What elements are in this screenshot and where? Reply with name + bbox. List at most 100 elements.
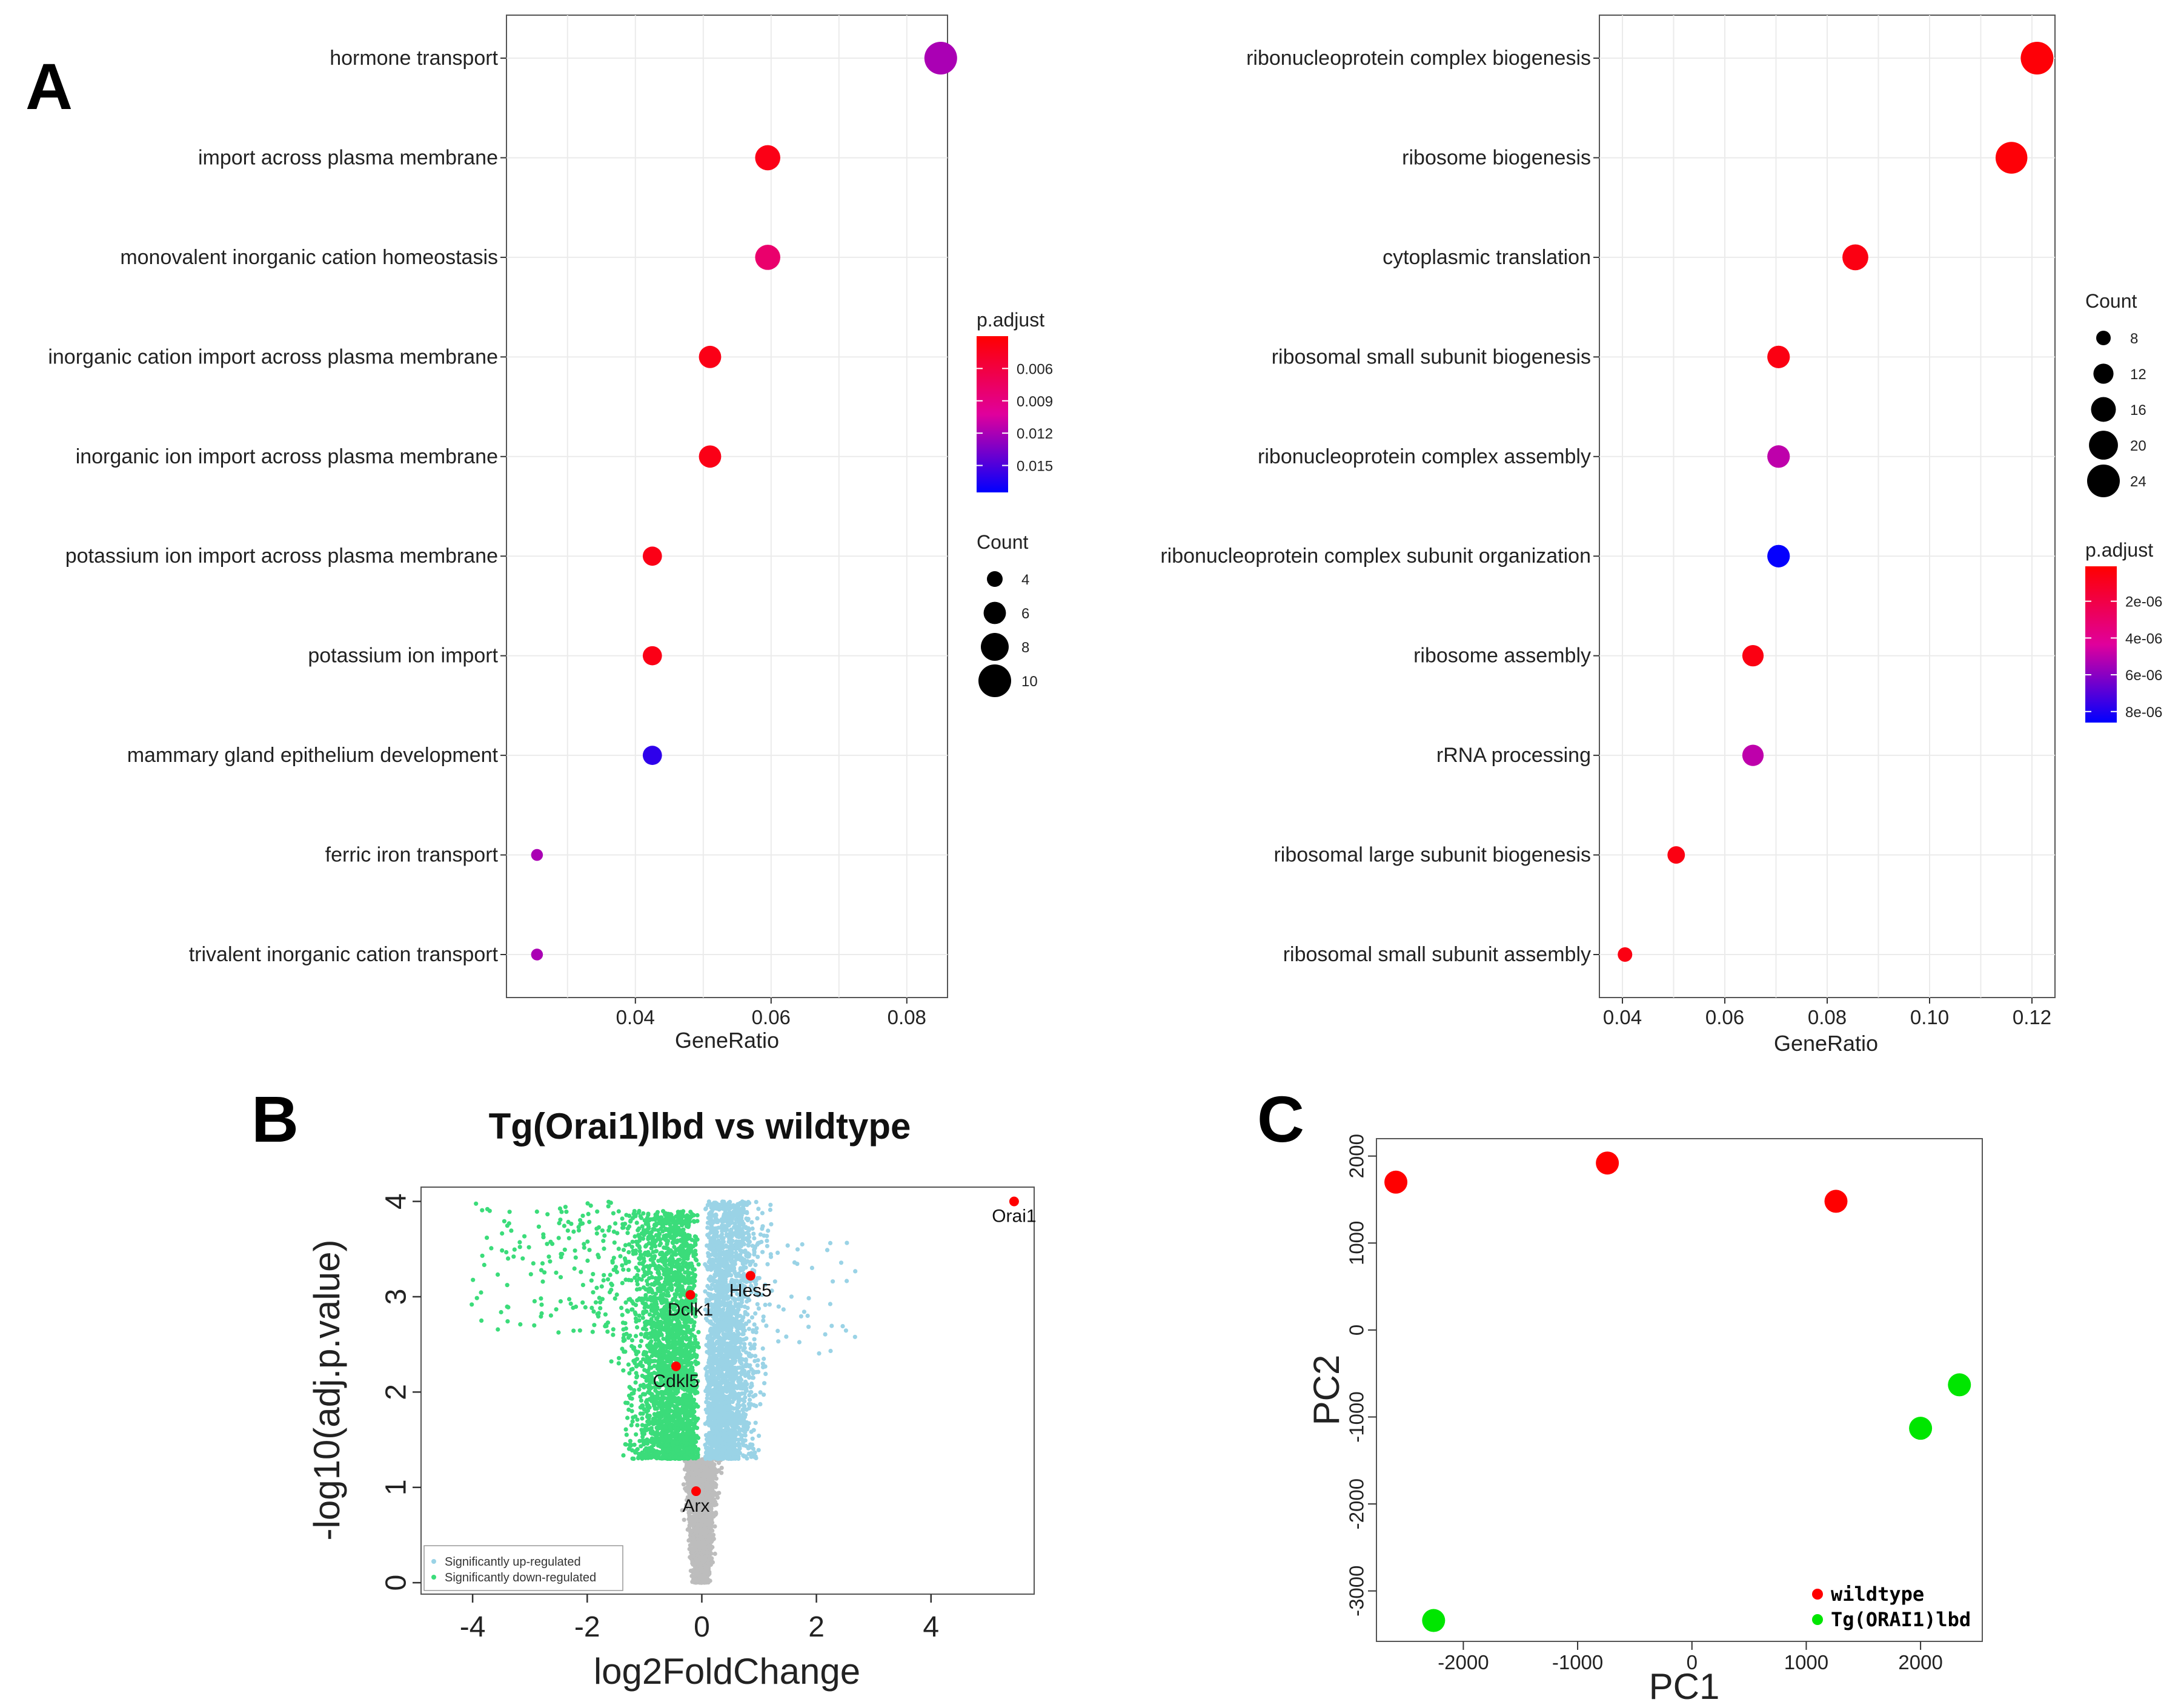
volcano-point [723, 1427, 728, 1432]
panel-b-volcano: Tg(Orai1)lbd vs wildtype Orai1Hes5Dclk1C… [307, 1106, 1037, 1692]
volcano-point [738, 1222, 743, 1226]
volcano-point [686, 1477, 691, 1481]
volcano-point [745, 1372, 751, 1377]
volcano-point [697, 1463, 702, 1468]
volcano-point [749, 1315, 755, 1320]
volcano-point [720, 1345, 725, 1350]
volcano-point [706, 1360, 711, 1365]
volcano-point [691, 1543, 696, 1547]
volcano-point [740, 1408, 745, 1412]
volcano-point [742, 1342, 747, 1346]
volcano-point [703, 1443, 708, 1448]
volcano-point [746, 1326, 751, 1331]
volcano-point [726, 1336, 731, 1340]
volcano-point [703, 1389, 708, 1394]
volcano-point [700, 1579, 705, 1584]
legend-p-adjust-tick: 6e-06 [2125, 667, 2162, 684]
volcano-point [691, 1520, 696, 1524]
volcano-point [680, 1508, 685, 1513]
volcano-point [712, 1473, 717, 1478]
volcano-point [743, 1250, 748, 1256]
volcano-point [750, 1259, 755, 1264]
volcano-point [709, 1262, 714, 1267]
term-label-ribosomal-small-subunit-assembly: ribosomal small subunit assembly [1283, 943, 1591, 966]
dot-inorganic-ion-import-across-plasma-membrane [699, 445, 722, 468]
volcano-point [739, 1300, 745, 1305]
volcano-point [702, 1575, 706, 1580]
panel-a-left-xlabel: GeneRatio [675, 1028, 779, 1053]
legend-count-dot [2096, 331, 2111, 345]
volcano-point [762, 1356, 766, 1362]
dot-ferric-iron-transport [531, 849, 543, 861]
volcano-point [758, 1232, 763, 1237]
volcano-point [722, 1380, 727, 1385]
volcano-point [714, 1219, 719, 1224]
volcano-point [755, 1216, 760, 1221]
volcano-point [749, 1451, 754, 1455]
volcano-point [705, 1266, 710, 1271]
volcano-point [731, 1335, 736, 1340]
volcano-point [751, 1371, 755, 1376]
volcano-point [726, 1397, 731, 1402]
volcano-point [719, 1320, 724, 1325]
volcano-point [760, 1211, 765, 1216]
volcano-point [745, 1201, 751, 1206]
term-label-inorganic-cation-import-across-plasma-membrane: inorganic cation import across plasma me… [48, 345, 498, 368]
volcano-point [737, 1340, 742, 1345]
volcano-point [743, 1385, 748, 1390]
volcano-point [719, 1397, 723, 1403]
volcano-point [707, 1520, 712, 1524]
volcano-point [743, 1412, 748, 1417]
volcano-point [750, 1375, 755, 1380]
volcano-point [732, 1360, 737, 1365]
volcano-point [724, 1244, 729, 1249]
volcano-point [712, 1483, 717, 1488]
volcano-point [737, 1398, 742, 1403]
volcano-point [744, 1336, 749, 1341]
volcano-point [747, 1397, 752, 1402]
term-label-ribosome-assembly: ribosome assembly [1413, 644, 1591, 667]
volcano-point [754, 1200, 759, 1205]
volcano-point [752, 1248, 757, 1253]
legend-p-adjust-tick: 0.009 [1017, 394, 1053, 410]
volcano-point [746, 1228, 751, 1233]
volcano-point [715, 1430, 720, 1435]
volcano-point [734, 1244, 739, 1249]
volcano-point [737, 1445, 742, 1450]
volcano-point [755, 1363, 760, 1368]
volcano-point [755, 1254, 760, 1259]
volcano-point [719, 1466, 724, 1471]
volcano-point [697, 1468, 702, 1473]
volcano-point [726, 1257, 731, 1262]
volcano-point [741, 1403, 746, 1408]
volcano-point [730, 1213, 735, 1217]
volcano-point [699, 1567, 704, 1572]
term-label-ribosomal-small-subunit-biogenesis: ribosomal small subunit biogenesis [1272, 345, 1591, 368]
legend-p-adjust-tick: 4e-06 [2125, 631, 2162, 647]
volcano-point [765, 1239, 769, 1243]
volcano-point [715, 1418, 720, 1424]
volcano-point [722, 1302, 726, 1306]
volcano-point [743, 1359, 748, 1363]
volcano-point [718, 1369, 723, 1374]
legend-count-label: 4 [1021, 572, 1029, 588]
volcano-point [708, 1348, 712, 1353]
volcano-point [707, 1554, 712, 1559]
volcano-point [746, 1239, 751, 1243]
volcano-point [722, 1258, 726, 1263]
volcano-point [711, 1468, 715, 1473]
volcano-point [702, 1550, 706, 1555]
volcano-point [737, 1382, 742, 1387]
term-label-hormone-transport: hormone transport [330, 47, 498, 70]
volcano-point [724, 1435, 729, 1440]
volcano-point [726, 1213, 731, 1217]
term-label-trivalent-inorganic-cation-transport: trivalent inorganic cation transport [189, 943, 499, 966]
volcano-point [712, 1323, 717, 1328]
term-label-potassium-ion-import-across-plasma-membrane: potassium ion import across plasma membr… [65, 545, 498, 568]
volcano-point [752, 1236, 757, 1241]
volcano-point [739, 1361, 744, 1366]
legend-p-adjust-title: p.adjust [977, 309, 1044, 331]
volcano-point [751, 1446, 755, 1451]
dot-ribosome-biogenesis [1995, 142, 2028, 174]
volcano-point [750, 1226, 755, 1231]
